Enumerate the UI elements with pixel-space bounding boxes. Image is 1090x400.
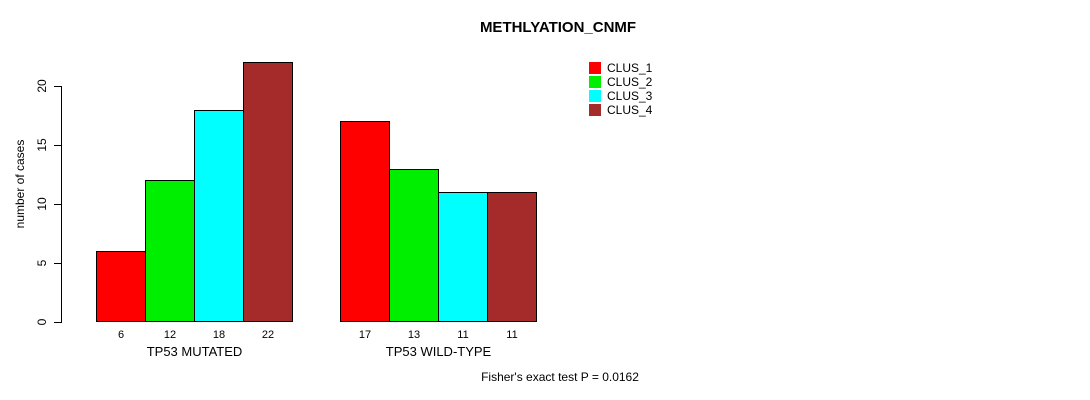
y-tick-mark <box>54 145 62 146</box>
legend-item-clus_4: CLUS_4 <box>589 103 652 117</box>
bar-value-label: 17 <box>358 329 372 341</box>
legend-item-clus_3: CLUS_3 <box>589 89 652 103</box>
bar-value-label: 13 <box>407 329 421 341</box>
group-label-2: TP53 WILD-TYPE <box>385 344 492 359</box>
bar-value-label: 22 <box>261 329 275 341</box>
bar-clus_1-1 <box>96 251 146 322</box>
bar-clus_2-1 <box>145 180 195 322</box>
y-tick-mark <box>54 322 62 323</box>
legend-swatch-clus_1 <box>589 62 601 74</box>
y-tick-label: 15 <box>35 138 49 152</box>
bar-value-label: 6 <box>117 329 125 341</box>
fisher-test-annotation: Fisher's exact test P = 0.0162 <box>481 370 639 384</box>
legend-item-clus_1: CLUS_1 <box>589 61 652 75</box>
legend-label: CLUS_1 <box>607 61 653 75</box>
bar-clus_4-1 <box>243 62 293 322</box>
chart-title: METHLYATION_CNMF <box>479 19 637 36</box>
y-tick-label: 20 <box>35 79 49 93</box>
legend: CLUS_1 CLUS_2 CLUS_3 CLUS_4 <box>589 61 652 117</box>
y-tick-label: 5 <box>35 259 49 267</box>
legend-swatch-clus_3 <box>589 90 601 102</box>
bar-value-label: 18 <box>212 329 226 341</box>
bar-value-label: 11 <box>506 329 518 341</box>
y-tick-label: 0 <box>35 318 49 326</box>
bar-clus_4-2 <box>487 192 537 322</box>
legend-swatch-clus_4 <box>589 104 601 116</box>
bar-value-label: 11 <box>457 329 469 341</box>
y-tick-mark <box>54 86 62 87</box>
bar-value-label: 12 <box>163 329 177 341</box>
legend-item-clus_2: CLUS_2 <box>589 75 652 89</box>
legend-swatch-clus_2 <box>589 76 601 88</box>
legend-label: CLUS_3 <box>607 89 653 103</box>
y-tick-mark <box>54 263 62 264</box>
legend-label: CLUS_4 <box>607 103 653 117</box>
bar-clus_2-2 <box>389 169 439 322</box>
group-label-1: TP53 MUTATED <box>146 344 243 359</box>
bar-clus_3-1 <box>194 110 244 322</box>
legend-label: CLUS_2 <box>607 75 653 89</box>
y-tick-label: 10 <box>35 197 49 211</box>
y-axis-label: number of cases <box>13 139 27 229</box>
y-tick-mark <box>54 204 62 205</box>
bar-clus_3-2 <box>438 192 488 322</box>
bar-clus_1-2 <box>340 121 390 322</box>
